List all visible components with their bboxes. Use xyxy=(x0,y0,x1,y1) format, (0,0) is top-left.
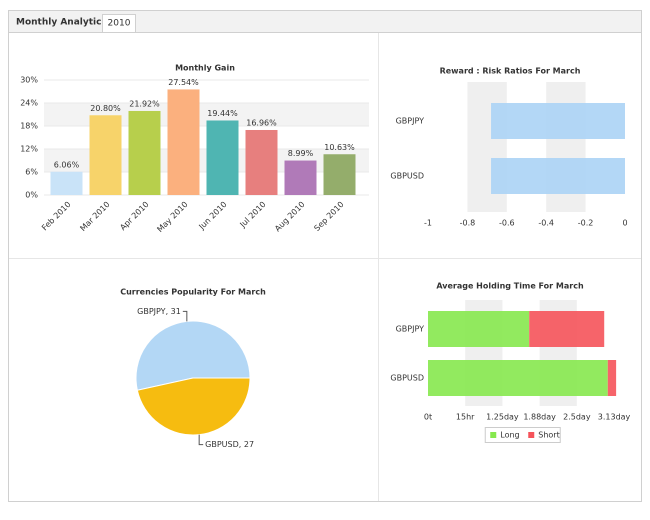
legend-label: Long xyxy=(500,431,519,440)
panel xyxy=(8,10,642,502)
data-label: 21.92% xyxy=(129,99,160,108)
bar xyxy=(428,360,608,396)
bar xyxy=(167,89,200,195)
y-tick-label: GBPJPY xyxy=(396,117,425,126)
pie-slice xyxy=(136,377,251,436)
tab-title: Monthly Analytics xyxy=(16,18,107,28)
x-tick-label: 0t xyxy=(424,413,432,422)
y-tick-label: 6% xyxy=(25,168,38,177)
data-label: 19.44% xyxy=(207,109,238,118)
x-tick-label: 0 xyxy=(622,219,627,228)
x-tick-label: 1.25day xyxy=(486,413,519,422)
y-tick-label: 12% xyxy=(20,145,38,154)
pie-slice xyxy=(135,320,251,391)
bar xyxy=(206,120,239,195)
tab-bar xyxy=(9,11,641,32)
chart-title: Monthly Gain xyxy=(175,64,235,73)
bar xyxy=(607,360,617,396)
leader-line xyxy=(182,310,188,322)
chart-title: Average Holding Time For March xyxy=(436,282,584,291)
y-tick-label: 30% xyxy=(20,76,38,85)
data-label: 10.63% xyxy=(324,143,355,152)
bar xyxy=(323,154,356,195)
bar xyxy=(428,311,530,347)
bar xyxy=(245,129,278,195)
x-tick-label: 15hr xyxy=(456,413,475,422)
bar xyxy=(128,110,161,195)
bar xyxy=(491,103,625,139)
x-tick-label: -1 xyxy=(424,219,432,228)
data-label: 16.96% xyxy=(246,118,277,127)
bar xyxy=(284,160,317,195)
leader-line xyxy=(198,434,204,446)
x-tick-label: -0.8 xyxy=(460,219,476,228)
y-tick-label: GBPUSD xyxy=(390,374,424,383)
tab-label[interactable]: 2010 xyxy=(108,19,131,29)
bar xyxy=(89,115,122,195)
x-tick-label: 2.5day xyxy=(563,413,591,422)
data-label: 6.06% xyxy=(54,160,80,169)
data-label: 27.54% xyxy=(168,78,199,87)
y-tick-label: 18% xyxy=(20,122,38,131)
x-tick-label: 3.13day xyxy=(598,413,631,422)
data-label: GBPJPY, 31 xyxy=(137,307,181,316)
legend xyxy=(484,427,561,443)
bar xyxy=(491,158,625,194)
legend-swatch xyxy=(490,432,497,438)
y-tick-label: GBPJPY xyxy=(396,325,425,334)
legend-swatch xyxy=(528,432,535,438)
x-tick-label: -0.4 xyxy=(538,219,554,228)
tab[interactable] xyxy=(102,14,136,33)
x-tick-label: -0.6 xyxy=(499,219,515,228)
x-tick-label: -0.2 xyxy=(578,219,594,228)
y-tick-label: 0% xyxy=(25,191,38,200)
chart-title: Currencies Popularity For March xyxy=(120,288,266,297)
chart-title: Reward : Risk Ratios For March xyxy=(440,67,581,76)
legend-label: Short xyxy=(538,431,559,440)
bar xyxy=(50,171,83,195)
data-label: 8.99% xyxy=(288,149,314,158)
grid-band xyxy=(44,103,369,126)
x-tick-label: 1.88day xyxy=(523,413,556,422)
y-tick-label: 24% xyxy=(20,99,38,108)
bar xyxy=(529,311,605,347)
y-tick-label: GBPUSD xyxy=(390,172,424,181)
data-label: GBPUSD, 27 xyxy=(205,440,254,449)
data-label: 20.80% xyxy=(90,104,121,113)
